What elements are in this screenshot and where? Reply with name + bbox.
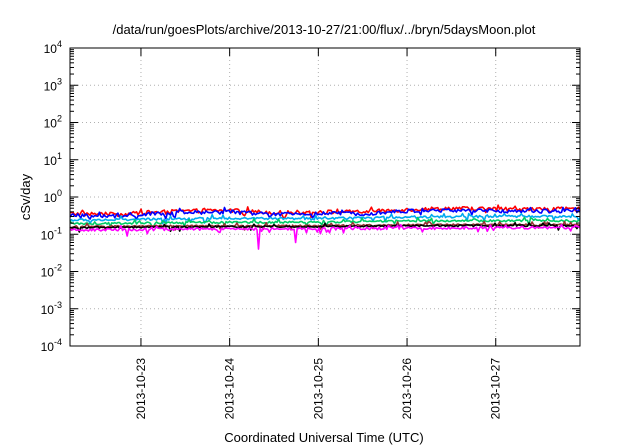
y-tick-label: 10-4	[41, 337, 62, 354]
y-tick-base: 10	[41, 303, 55, 317]
y-tick-exponent: 2	[57, 114, 62, 124]
x-tick-label: 2013-10-24	[223, 358, 237, 420]
y-axis-label: cSv/day	[18, 173, 33, 220]
series-line	[69, 223, 581, 250]
y-tick-base: 10	[44, 79, 58, 93]
y-tick-exponent: 4	[57, 39, 62, 49]
y-tick-exponent: 0	[57, 188, 62, 198]
y-tick-label: 100	[44, 188, 62, 205]
y-tick-exponent: -2	[54, 263, 62, 273]
x-axis-label: Coordinated Universal Time (UTC)	[224, 430, 423, 445]
series-line	[69, 206, 581, 221]
x-tick-label: 2013-10-27	[489, 358, 503, 420]
y-tick-exponent: -4	[54, 337, 62, 347]
x-tick-labels: 2013-10-23 2013-10-24 2013-10-25 2013-10-26…	[134, 358, 503, 420]
y-tick-base: 10	[44, 154, 58, 168]
y-tick-base: 10	[41, 228, 55, 242]
series-line	[69, 221, 581, 233]
grid	[70, 48, 580, 346]
y-tick-label: 101	[44, 151, 62, 168]
y-tick-label: 104	[44, 39, 62, 56]
y-tick-exponent: 3	[57, 76, 62, 86]
y-tick-exponent: -1	[54, 225, 62, 235]
y-tick-base: 10	[41, 266, 55, 280]
y-tick-label: 10-2	[41, 263, 62, 280]
y-tick-label: 10-3	[41, 300, 62, 317]
y-tick-base: 10	[44, 42, 58, 56]
y-tick-exponent: 1	[57, 151, 62, 161]
x-tick-label: 2013-10-25	[311, 358, 325, 420]
y-tick-label: 102	[44, 114, 62, 131]
series-line	[69, 212, 581, 225]
y-tick-exponent: -3	[54, 300, 62, 310]
x-tick-label: 2013-10-26	[400, 358, 414, 420]
y-tick-base: 10	[41, 340, 55, 354]
y-tick-label: 103	[44, 76, 62, 93]
chart-title: /data/run/goesPlots/archive/2013-10-27/2…	[113, 22, 536, 37]
y-tick-label: 10-1	[41, 225, 62, 242]
series-layer	[69, 204, 581, 250]
y-tick-base: 10	[44, 117, 58, 131]
x-tick-label: 2013-10-23	[134, 358, 148, 420]
y-tick-base: 10	[44, 191, 58, 205]
ticks	[70, 47, 580, 347]
